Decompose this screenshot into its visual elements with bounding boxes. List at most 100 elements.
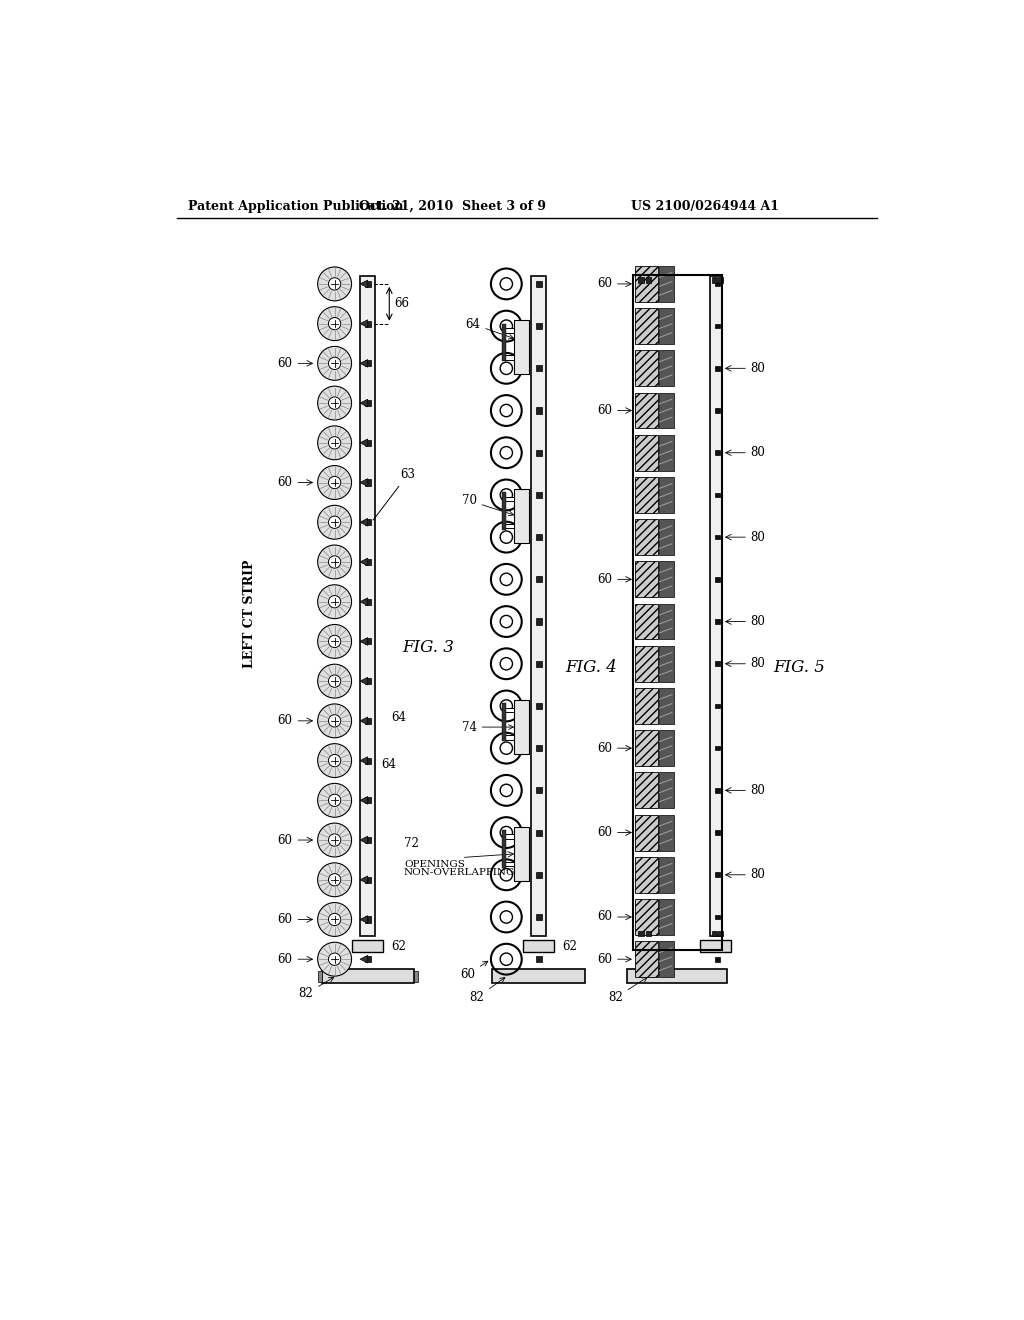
Circle shape (329, 675, 341, 688)
Bar (715, 704, 720, 709)
Bar (503, 323, 506, 362)
Bar (634, 275, 722, 950)
Polygon shape (360, 836, 368, 843)
Bar (715, 957, 720, 961)
Bar (718, 931, 723, 936)
Text: 64: 64 (466, 318, 514, 339)
Bar (365, 558, 371, 565)
Bar (658, 603, 674, 639)
Text: 60: 60 (278, 477, 292, 488)
Bar (365, 956, 371, 962)
Circle shape (329, 874, 341, 886)
Bar (658, 308, 674, 345)
Polygon shape (360, 319, 368, 327)
Bar (503, 704, 506, 742)
Bar (635, 857, 658, 892)
Polygon shape (360, 558, 368, 566)
Bar (658, 350, 674, 387)
Bar (360, 276, 376, 936)
Circle shape (329, 635, 341, 648)
Bar (514, 488, 529, 543)
Bar (658, 392, 674, 429)
Bar (715, 915, 720, 919)
Text: US 2100/0264944 A1: US 2100/0264944 A1 (631, 199, 779, 213)
Bar (635, 645, 658, 681)
Circle shape (317, 903, 351, 936)
Bar (715, 661, 720, 667)
Bar (715, 492, 720, 498)
Bar (635, 603, 658, 639)
Bar (635, 519, 658, 556)
Bar (638, 277, 644, 282)
Text: OPENINGS: OPENINGS (403, 859, 465, 869)
Circle shape (329, 755, 341, 767)
Polygon shape (360, 519, 368, 527)
Polygon shape (360, 876, 368, 883)
Circle shape (317, 863, 351, 896)
Circle shape (329, 714, 341, 727)
Bar (536, 956, 542, 962)
Bar (365, 400, 371, 407)
Bar (536, 408, 542, 413)
Bar (635, 392, 658, 429)
Circle shape (317, 466, 351, 499)
Text: 80: 80 (751, 869, 765, 882)
Bar (493, 969, 585, 983)
Bar (365, 797, 371, 804)
Text: 63: 63 (374, 469, 415, 520)
Bar (715, 619, 720, 624)
Bar (658, 434, 674, 471)
Polygon shape (360, 598, 368, 606)
Circle shape (317, 545, 351, 579)
Bar (503, 524, 514, 528)
Bar (536, 492, 542, 498)
Bar (536, 450, 542, 455)
Circle shape (329, 834, 341, 846)
Bar (635, 899, 658, 935)
Text: FIG. 3: FIG. 3 (402, 639, 455, 656)
Bar (365, 678, 371, 684)
Circle shape (329, 437, 341, 449)
Bar (414, 970, 418, 982)
Text: 60: 60 (278, 356, 292, 370)
Text: Oct. 21, 2010  Sheet 3 of 9: Oct. 21, 2010 Sheet 3 of 9 (359, 199, 546, 213)
Bar (658, 941, 674, 977)
Circle shape (329, 953, 341, 965)
Text: 80: 80 (751, 446, 765, 459)
Bar (715, 788, 720, 793)
Polygon shape (360, 756, 368, 764)
Bar (715, 746, 720, 751)
Text: FIG. 5: FIG. 5 (773, 659, 825, 676)
Bar (536, 661, 542, 667)
Circle shape (329, 477, 341, 488)
Polygon shape (360, 440, 368, 446)
Bar (536, 577, 542, 582)
Bar (365, 837, 371, 843)
Circle shape (329, 277, 341, 290)
Bar (628, 969, 727, 983)
Circle shape (317, 306, 351, 341)
Bar (658, 645, 674, 681)
Bar (365, 758, 371, 764)
Bar (712, 931, 717, 936)
Bar (712, 277, 717, 282)
Circle shape (317, 585, 351, 619)
Bar (715, 366, 720, 371)
Bar (503, 830, 506, 867)
Bar (514, 321, 529, 375)
Bar (503, 735, 514, 739)
Text: 60: 60 (597, 953, 611, 966)
Bar (718, 277, 723, 282)
Bar (523, 940, 554, 952)
Bar (715, 577, 720, 582)
Bar (514, 826, 529, 880)
Bar (365, 519, 371, 525)
Text: 62: 62 (562, 940, 577, 953)
Polygon shape (360, 399, 368, 407)
Text: 60: 60 (278, 913, 292, 925)
Polygon shape (360, 479, 368, 486)
Polygon shape (360, 796, 368, 804)
Bar (715, 450, 720, 455)
Bar (365, 360, 371, 367)
Bar (531, 276, 547, 936)
